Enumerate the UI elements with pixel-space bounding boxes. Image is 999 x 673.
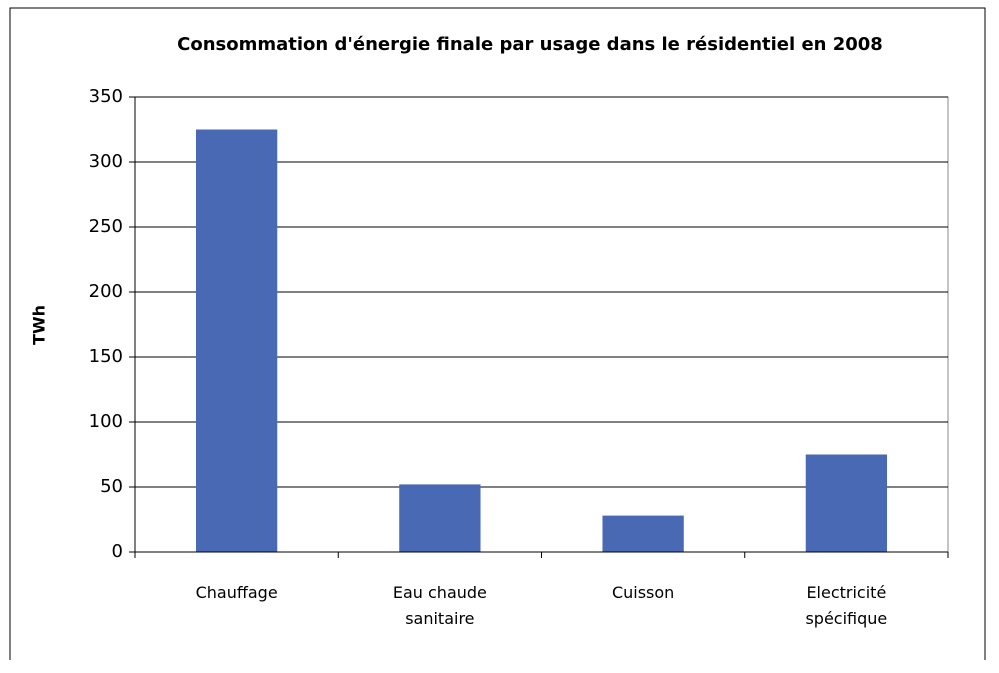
x-tick-label: Chauffage [195, 583, 278, 602]
x-tick-label: Eau chaude sanitaire [392, 583, 487, 628]
chart-title: Consommation d'énergie finale par usage … [177, 34, 883, 55]
bar [195, 129, 278, 552]
y-tick-label: 0 [112, 541, 123, 562]
y-tick-label: 250 [89, 216, 123, 237]
bar [805, 454, 888, 552]
x-tick-label: Electricité spécifique [805, 583, 888, 628]
chart-frame [9, 7, 986, 660]
y-tick-label: 100 [89, 411, 123, 432]
y-tick-label: 50 [100, 476, 123, 497]
y-tick-label: 300 [89, 151, 123, 172]
x-tick-label: Cuisson [611, 583, 675, 602]
bar [602, 515, 684, 552]
bar [399, 484, 481, 552]
y-tick-label: 350 [89, 86, 123, 107]
y-axis-label: TWh [30, 305, 49, 345]
y-tick-label: 150 [89, 346, 123, 367]
y-tick-label: 200 [89, 281, 123, 302]
